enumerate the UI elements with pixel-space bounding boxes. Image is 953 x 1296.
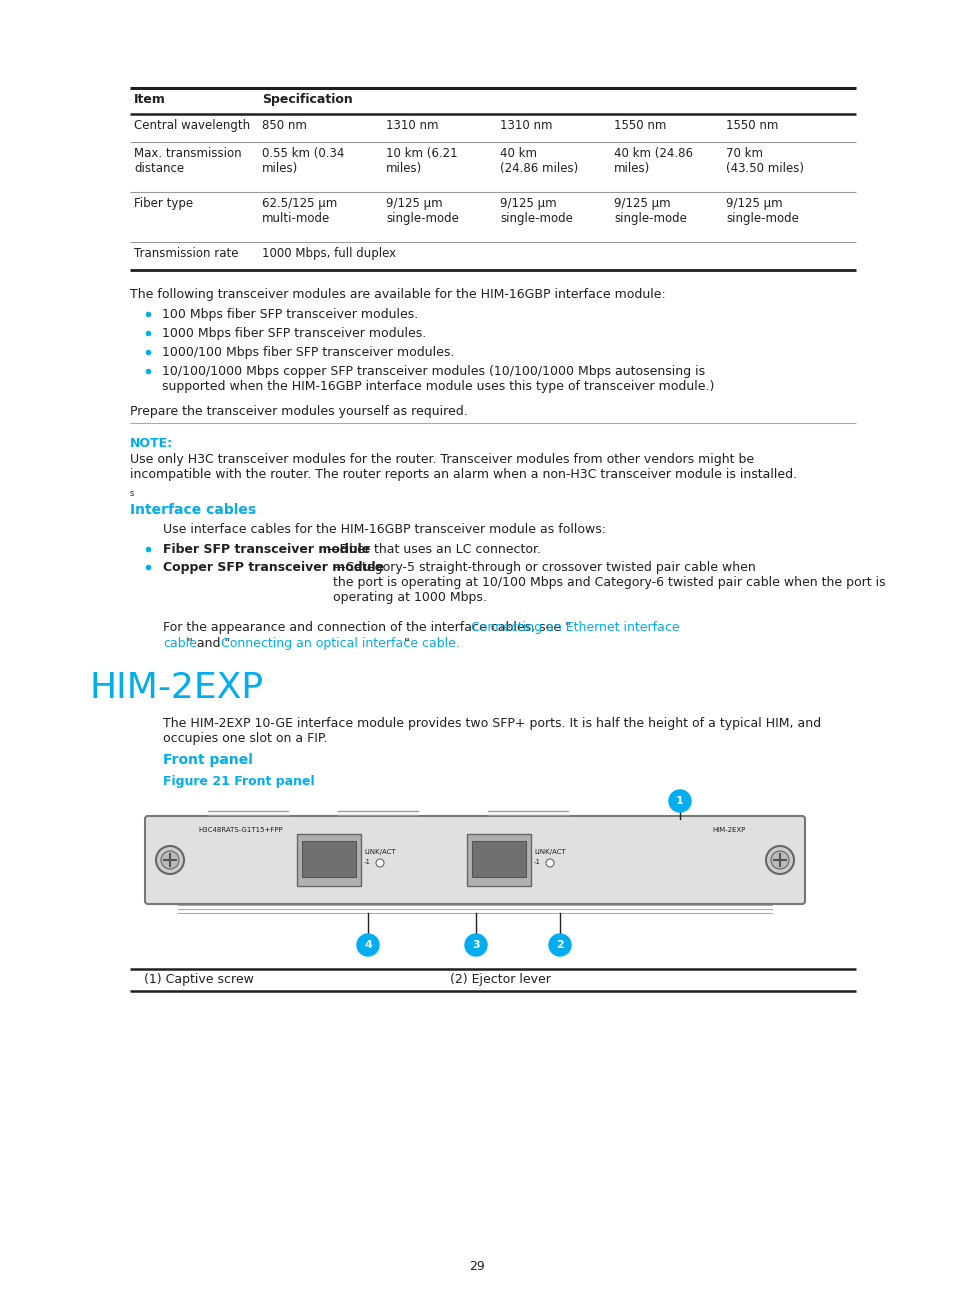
Text: 1000 Mbps fiber SFP transceiver modules.: 1000 Mbps fiber SFP transceiver modules. (162, 327, 426, 340)
Text: 40 km (24.86
miles): 40 km (24.86 miles) (614, 146, 692, 175)
Text: cable: cable (163, 638, 196, 651)
Text: s: s (130, 489, 134, 498)
Text: HIM-2EXP: HIM-2EXP (711, 827, 744, 833)
Text: Connecting an Ethernet interface: Connecting an Ethernet interface (471, 621, 679, 634)
Text: Specification: Specification (262, 93, 353, 106)
Text: (1) Captive screw: (1) Captive screw (144, 973, 253, 986)
Circle shape (668, 791, 690, 813)
Circle shape (156, 846, 184, 874)
Text: 1550 nm: 1550 nm (614, 119, 666, 132)
Text: For the appearance and connection of the interface cables, see ": For the appearance and connection of the… (163, 621, 571, 634)
FancyBboxPatch shape (467, 835, 531, 886)
Text: 1: 1 (676, 796, 683, 806)
Bar (472, 841, 525, 877)
Text: NOTE:: NOTE: (130, 437, 172, 450)
Text: The following transceiver modules are available for the HIM-16GBP interface modu: The following transceiver modules are av… (130, 288, 665, 301)
Text: Use only H3C transceiver modules for the router. Transceiver modules from other : Use only H3C transceiver modules for the… (130, 454, 797, 481)
Text: Copper SFP transceiver module: Copper SFP transceiver module (163, 561, 384, 574)
Text: ": " (403, 638, 410, 651)
Text: 10 km (6.21
miles): 10 km (6.21 miles) (386, 146, 457, 175)
Text: 1000 Mbps, full duplex: 1000 Mbps, full duplex (262, 248, 395, 260)
Text: 9/125 μm
single-mode: 9/125 μm single-mode (386, 197, 458, 226)
Text: " and ": " and " (187, 638, 231, 651)
Circle shape (545, 859, 554, 867)
FancyBboxPatch shape (296, 835, 360, 886)
Text: H3C48RATS-G1T15+FPP: H3C48RATS-G1T15+FPP (198, 827, 282, 833)
Text: HIM-2EXP: HIM-2EXP (90, 671, 264, 705)
Text: 4: 4 (364, 940, 372, 950)
Text: Front panel: Front panel (163, 753, 253, 767)
Text: —Category-5 straight-through or crossover twisted pair cable when
the port is op: —Category-5 straight-through or crossove… (333, 561, 884, 604)
Text: 1310 nm: 1310 nm (499, 119, 552, 132)
Text: Central wavelength: Central wavelength (133, 119, 250, 132)
Text: -1: -1 (534, 859, 540, 864)
Text: Transmission rate: Transmission rate (133, 248, 238, 260)
Circle shape (375, 859, 384, 867)
Text: 9/125 μm
single-mode: 9/125 μm single-mode (499, 197, 572, 226)
Text: Interface cables: Interface cables (130, 503, 255, 517)
Text: Prepare the transceiver modules yourself as required.: Prepare the transceiver modules yourself… (130, 404, 467, 419)
Circle shape (770, 851, 788, 870)
Text: Fiber type: Fiber type (133, 197, 193, 210)
Text: —Fiber that uses an LC connector.: —Fiber that uses an LC connector. (327, 543, 540, 556)
Text: (2) Ejector lever: (2) Ejector lever (450, 973, 550, 986)
Text: 1310 nm: 1310 nm (386, 119, 438, 132)
Circle shape (356, 934, 378, 956)
Circle shape (161, 851, 179, 870)
Text: 850 nm: 850 nm (262, 119, 307, 132)
Text: 40 km
(24.86 miles): 40 km (24.86 miles) (499, 146, 578, 175)
Text: Use interface cables for the HIM-16GBP transceiver module as follows:: Use interface cables for the HIM-16GBP t… (163, 524, 605, 537)
Text: Max. transmission
distance: Max. transmission distance (133, 146, 241, 175)
Bar (302, 841, 355, 877)
FancyBboxPatch shape (145, 816, 804, 905)
Text: The HIM-2EXP 10-GE interface module provides two SFP+ ports. It is half the heig: The HIM-2EXP 10-GE interface module prov… (163, 717, 821, 745)
Circle shape (765, 846, 793, 874)
Text: 9/125 μm
single-mode: 9/125 μm single-mode (725, 197, 798, 226)
Text: Fiber SFP transceiver module: Fiber SFP transceiver module (163, 543, 370, 556)
Text: 2: 2 (556, 940, 563, 950)
Text: 29: 29 (469, 1260, 484, 1273)
Text: LINK/ACT: LINK/ACT (364, 849, 395, 855)
Text: LINK/ACT: LINK/ACT (534, 849, 565, 855)
Text: 1550 nm: 1550 nm (725, 119, 778, 132)
Text: Connecting an optical interface cable.: Connecting an optical interface cable. (220, 638, 459, 651)
Text: 0.55 km (0.34
miles): 0.55 km (0.34 miles) (262, 146, 344, 175)
Text: 1000/100 Mbps fiber SFP transceiver modules.: 1000/100 Mbps fiber SFP transceiver modu… (162, 346, 454, 359)
Text: 62.5/125 μm
multi-mode: 62.5/125 μm multi-mode (262, 197, 337, 226)
Text: Figure 21 Front panel: Figure 21 Front panel (163, 775, 314, 788)
Text: -1: -1 (364, 859, 371, 864)
Text: 10/100/1000 Mbps copper SFP transceiver modules (10/100/1000 Mbps autosensing is: 10/100/1000 Mbps copper SFP transceiver … (162, 365, 714, 393)
Circle shape (548, 934, 571, 956)
Text: Item: Item (133, 93, 166, 106)
Text: 70 km
(43.50 miles): 70 km (43.50 miles) (725, 146, 803, 175)
Circle shape (464, 934, 486, 956)
Text: 3: 3 (472, 940, 479, 950)
Text: 100 Mbps fiber SFP transceiver modules.: 100 Mbps fiber SFP transceiver modules. (162, 308, 417, 321)
Text: 9/125 μm
single-mode: 9/125 μm single-mode (614, 197, 686, 226)
